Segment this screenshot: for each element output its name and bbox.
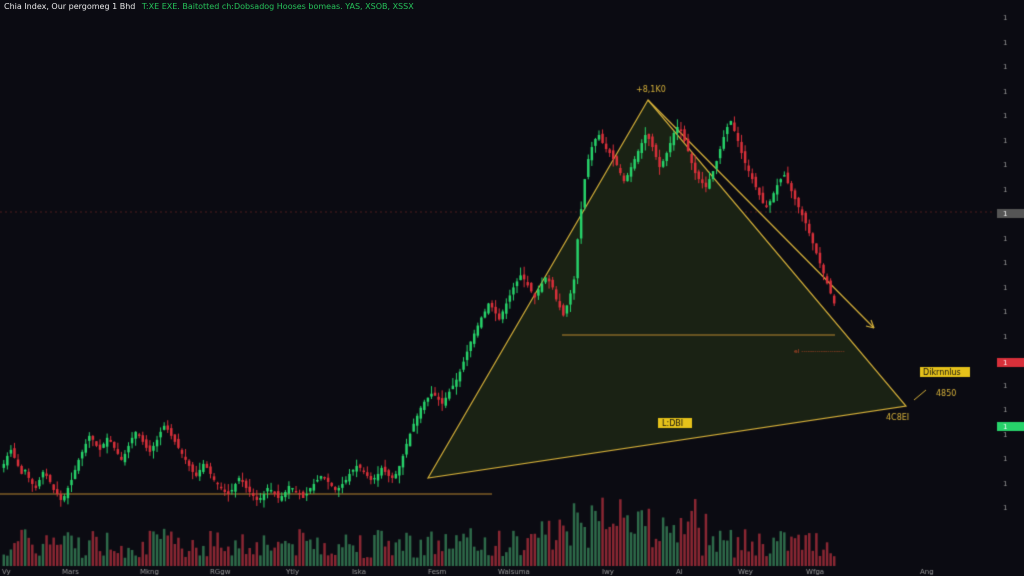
- ohlc-readout: T:XE EXE. Baitotted ch:Dobsadog Hooses b…: [141, 2, 414, 11]
- chart-header: Chia Index, Our pergomeg 1 Bhd T:XE EXE.…: [4, 2, 414, 11]
- symbol-label: Chia Index, Our pergomeg 1 Bhd: [4, 2, 136, 11]
